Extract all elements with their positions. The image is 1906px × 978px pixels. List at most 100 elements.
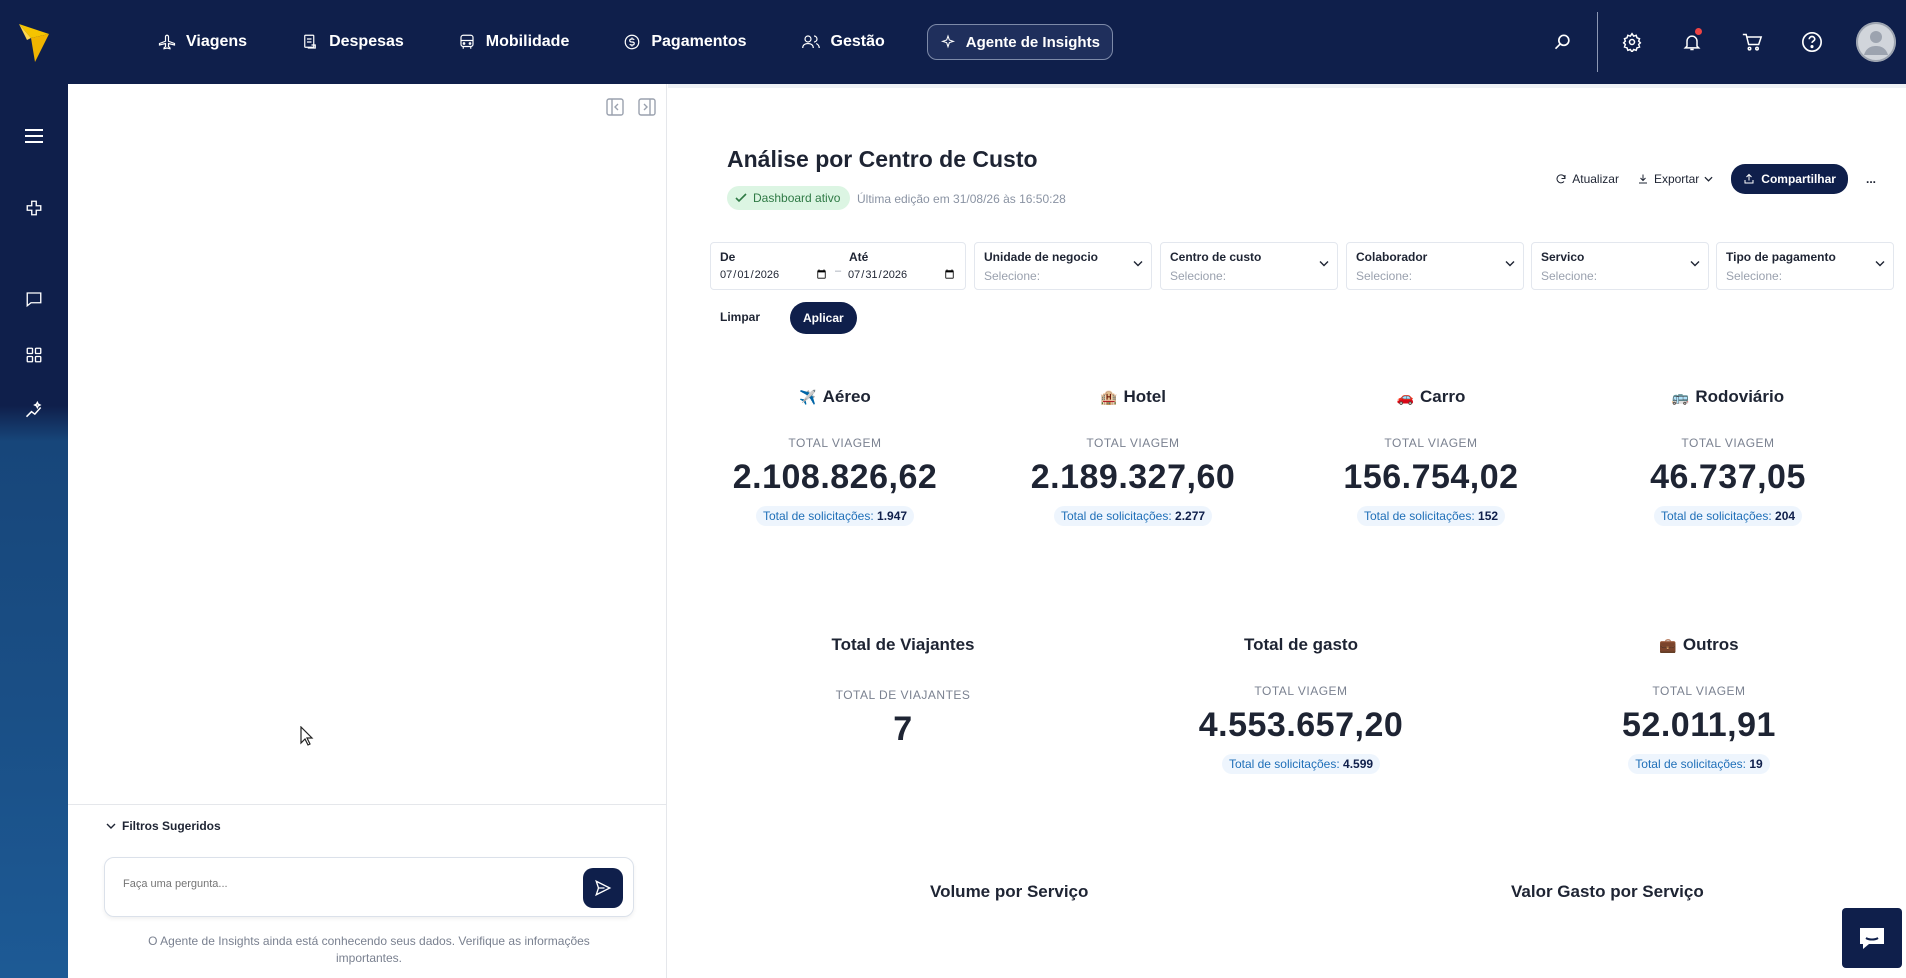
kpi-card-aereo: ✈️ Aéreo TOTAL VIAGEM 2.108.826,62 Total … [695, 386, 975, 526]
rail-item-chat[interactable] [0, 279, 68, 319]
nav-pagamentos[interactable]: Pagamentos [611, 24, 758, 60]
share-label: Compartilhar [1761, 172, 1836, 186]
rail-item-insights[interactable] [0, 390, 68, 430]
service-select[interactable]: Servico Selecione: [1531, 242, 1709, 290]
kpi-card-requests: Total de solicitações: 4.599 [1221, 754, 1381, 774]
chat-panel-tools [606, 98, 656, 116]
kpi-card-label: TOTAL VIAGEM [1086, 436, 1180, 450]
date-to-input[interactable] [847, 267, 957, 282]
check-icon [735, 193, 747, 203]
refresh-label: Atualizar [1572, 172, 1619, 186]
kpi-card-label: TOTAL VIAGEM [1384, 436, 1478, 450]
collapse-left-icon[interactable] [606, 98, 624, 116]
export-dropdown[interactable]: Exportar [1637, 172, 1713, 186]
kpi-card-outros: 💼 Outros TOTAL VIAGEM 52.011,91 Total de … [1559, 634, 1839, 774]
chevron-down-icon [1875, 261, 1885, 267]
kpi-card-travelers: Total de Viajantes TOTAL DE VIAJANTES 7 [763, 634, 1043, 749]
service-placeholder: Selecione: [1541, 269, 1598, 283]
cart-button[interactable] [1722, 0, 1782, 84]
help-button[interactable] [1782, 0, 1842, 84]
cart-icon [1742, 33, 1763, 51]
nav-mobilidade[interactable]: Mobilidade [446, 24, 582, 60]
apply-filters-button[interactable]: Aplicar [790, 302, 857, 334]
chat-disclaimer: O Agente de Insights ainda está conhecen… [148, 934, 590, 965]
kpi-card-title: Total de gasto [1244, 635, 1358, 654]
chat-icon [26, 292, 42, 308]
clear-filters-button[interactable]: Limpar [720, 310, 761, 324]
chevron-down-icon [106, 823, 116, 829]
employee-select[interactable]: Colaborador Selecione: [1346, 242, 1524, 290]
nav-mobilidade-label: Mobilidade [485, 33, 570, 50]
help-icon [1802, 32, 1822, 52]
date-range-filter: De – Até [710, 242, 966, 290]
business-unit-label: Unidade de negocio [984, 250, 1099, 264]
send-button[interactable] [583, 868, 623, 908]
kpi-card-value: 4.553.657,20 [1198, 706, 1404, 744]
top-navigation-bar: Viagens Despesas Mobilidade Pagamentos G… [0, 0, 1906, 84]
refresh-icon [1556, 174, 1566, 184]
notifications-button[interactable] [1662, 0, 1722, 84]
question-input[interactable] [123, 878, 563, 890]
download-icon [1638, 174, 1647, 184]
user-avatar-icon [1856, 22, 1896, 62]
question-box [104, 857, 634, 917]
value-by-service-title: Valor Gasto por Serviço [1511, 882, 1704, 901]
nav-gestao-label: Gestão [830, 33, 885, 50]
payment-type-placeholder: Selecione: [1726, 269, 1783, 283]
menu-button[interactable] [0, 116, 68, 156]
business-unit-select[interactable]: Unidade de negocio Selecione: [974, 242, 1152, 290]
expand-right-icon[interactable] [638, 98, 656, 116]
chevron-down-icon [1505, 261, 1515, 267]
nav-gestao[interactable]: Gestão [789, 24, 897, 60]
kpi-card-requests: Total de solicitações: 204 [1653, 506, 1803, 526]
search-icon [1554, 34, 1570, 50]
date-separator: – [835, 265, 842, 277]
rail-item-travel[interactable] [0, 188, 68, 228]
rail-item-dashboards[interactable] [0, 335, 68, 375]
briefcase-emoji-icon: 💼 [1659, 636, 1677, 653]
cost-center-select[interactable]: Centro de custo Selecione: [1160, 242, 1338, 290]
search-button[interactable] [1533, 0, 1593, 84]
kpi-card-label: TOTAL VIAGEM [1681, 436, 1775, 450]
settings-button[interactable] [1602, 0, 1662, 84]
kpi-card-label: TOTAL VIAGEM [1652, 684, 1746, 698]
nav-agente-insights[interactable]: Agente de Insights [926, 24, 1113, 60]
payment-type-label: Tipo de pagamento [1726, 250, 1836, 264]
share-button[interactable]: Compartilhar [1731, 164, 1848, 194]
kpi-card-value: 156.754,02 [1343, 458, 1519, 496]
nav-pagamentos-label: Pagamentos [651, 33, 747, 50]
kpi-card-title: 🚌 Rodoviário [1671, 387, 1785, 406]
support-chat-button[interactable] [1842, 908, 1902, 968]
chevron-down-icon [1690, 261, 1700, 267]
nav-despesas[interactable]: Despesas [289, 24, 416, 60]
dollar-icon [625, 34, 640, 50]
hamburger-icon [25, 129, 43, 143]
plus-cross-icon [26, 200, 42, 216]
chevron-down-icon [1704, 176, 1713, 182]
more-options-button[interactable]: ... [1865, 172, 1876, 186]
kpi-card-requests: Total de solicitações: 19 [1628, 754, 1770, 774]
date-from-input[interactable] [719, 267, 829, 282]
brand-logo[interactable] [0, 0, 68, 84]
kpi-card-title: 🏨 Hotel [1100, 387, 1166, 406]
gear-icon [1622, 32, 1642, 52]
payment-type-select[interactable]: Tipo de pagamento Selecione: [1716, 242, 1894, 290]
suggested-filters-label: Filtros Sugeridos [122, 819, 221, 833]
car-emoji-icon: 🚗 [1396, 388, 1415, 405]
chevron-down-icon [1319, 261, 1329, 267]
business-unit-placeholder: Selecione: [984, 269, 1041, 283]
user-avatar[interactable] [1856, 22, 1896, 62]
receipt-icon [304, 34, 316, 49]
cost-center-placeholder: Selecione: [1170, 269, 1227, 283]
nav-despesas-label: Despesas [329, 33, 404, 50]
kpi-card-value: 2.189.327,60 [1030, 458, 1236, 496]
main-nav: Viagens Despesas Mobilidade Pagamentos G… [146, 24, 1143, 60]
suggested-filters-toggle[interactable]: Filtros Sugeridos [106, 819, 221, 833]
kpi-card-carro: 🚗 Carro TOTAL VIAGEM 156.754,02 Total de … [1291, 386, 1571, 526]
employee-label: Colaborador [1356, 250, 1428, 264]
nav-viagens[interactable]: Viagens [146, 24, 259, 60]
kpi-card-label: TOTAL VIAGEM [788, 436, 882, 450]
grid-icon [26, 347, 42, 363]
refresh-button[interactable]: Atualizar [1555, 172, 1619, 186]
kpi-card-title: 🚗 Carro [1396, 387, 1466, 406]
